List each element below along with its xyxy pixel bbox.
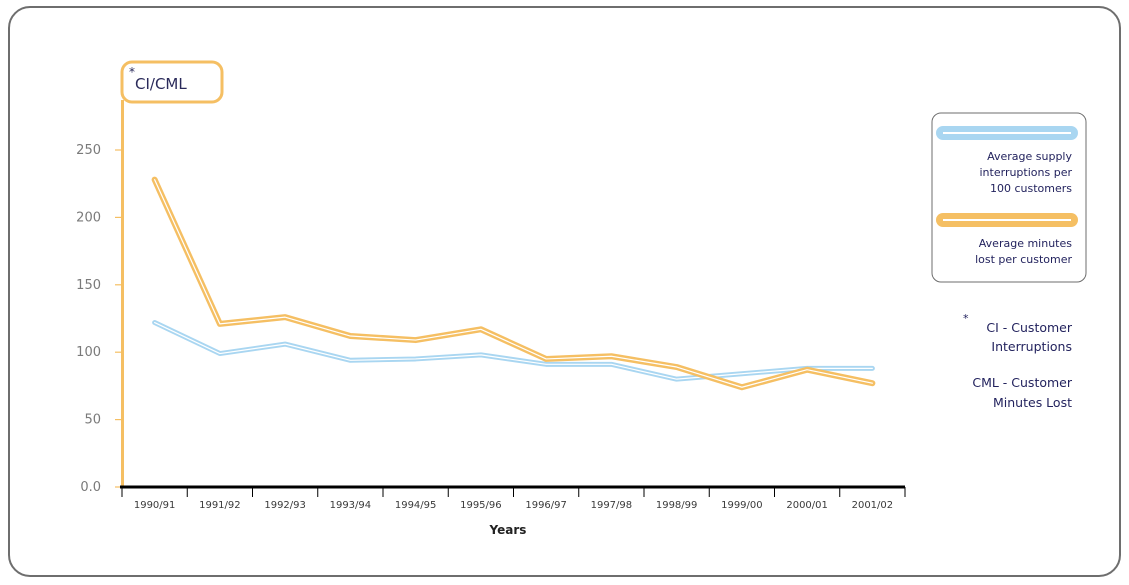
series-minutes-line xyxy=(151,176,876,391)
legend-label-interruptions-line3: 100 customers xyxy=(990,182,1072,195)
x-tick-label: 1999/00 xyxy=(721,500,763,511)
x-tick-label: 1997/98 xyxy=(591,500,633,511)
series-interruptions-line xyxy=(152,320,875,382)
x-tick-label: 1998/99 xyxy=(656,500,698,511)
unit-label-box: * CI/CML xyxy=(120,60,224,104)
note-cml-line2: Minutes Lost xyxy=(993,395,1072,410)
note-ci-star: * xyxy=(963,312,969,325)
unit-label-border xyxy=(120,60,224,104)
y-tick-label: 0.0 xyxy=(80,480,101,495)
series-minutes xyxy=(151,176,876,391)
abbreviation-notes: * CI - Customer Interruptions CML - Cust… xyxy=(963,312,1073,410)
unit-label: CI/CML xyxy=(135,75,187,93)
x-tick-label: 1994/95 xyxy=(395,500,437,511)
legend-label-minutes-line2: lost per customer xyxy=(975,253,1072,266)
y-tick-label: 50 xyxy=(84,413,101,428)
x-tick-label: 1993/94 xyxy=(330,500,372,511)
x-tick-label: 1996/97 xyxy=(525,500,567,511)
legend-label-interruptions-line2: interruptions per xyxy=(980,166,1073,179)
y-tick-label: 150 xyxy=(76,278,101,293)
series-layer xyxy=(151,176,876,391)
y-ticks: 0.0 50 100 150 200 250 xyxy=(76,143,122,495)
x-axis-title: Years xyxy=(489,523,527,537)
legend-item-interruptions: Average supply interruptions per 100 cus… xyxy=(936,126,1078,195)
legend-box xyxy=(931,112,1087,283)
legend-item-minutes: Average minutes lost per customer xyxy=(936,213,1078,266)
note-cml-line1: CML - Customer xyxy=(972,375,1073,390)
x-ticks: 1990/91 1991/92 1992/93 1993/94 1994/95 1995/… xyxy=(121,487,906,511)
series-minutes-highlight xyxy=(154,179,873,388)
unit-label-star: * xyxy=(129,65,135,79)
x-tick-label: 2000/01 xyxy=(786,500,828,511)
x-tick-label: 2001/02 xyxy=(852,500,894,511)
y-tick-label: 100 xyxy=(76,345,101,360)
series-interruptions xyxy=(152,320,875,382)
x-tick-label: 1990/91 xyxy=(134,500,176,511)
y-tick-label: 200 xyxy=(76,210,101,225)
y-tick-label: 250 xyxy=(76,143,101,158)
series-interruptions-highlight xyxy=(154,321,873,380)
legend-label-interruptions-line1: Average supply xyxy=(987,150,1072,163)
x-tick-label: 1992/93 xyxy=(264,500,306,511)
legend-label-minutes-line1: Average minutes xyxy=(979,237,1072,250)
x-tick-label: 1995/96 xyxy=(460,500,502,511)
note-ci-line2: Interruptions xyxy=(991,339,1072,354)
note-ci-line1: CI - Customer xyxy=(986,320,1072,335)
x-tick-label: 1991/92 xyxy=(199,500,241,511)
legend: Average supply interruptions per 100 cus… xyxy=(931,112,1087,283)
